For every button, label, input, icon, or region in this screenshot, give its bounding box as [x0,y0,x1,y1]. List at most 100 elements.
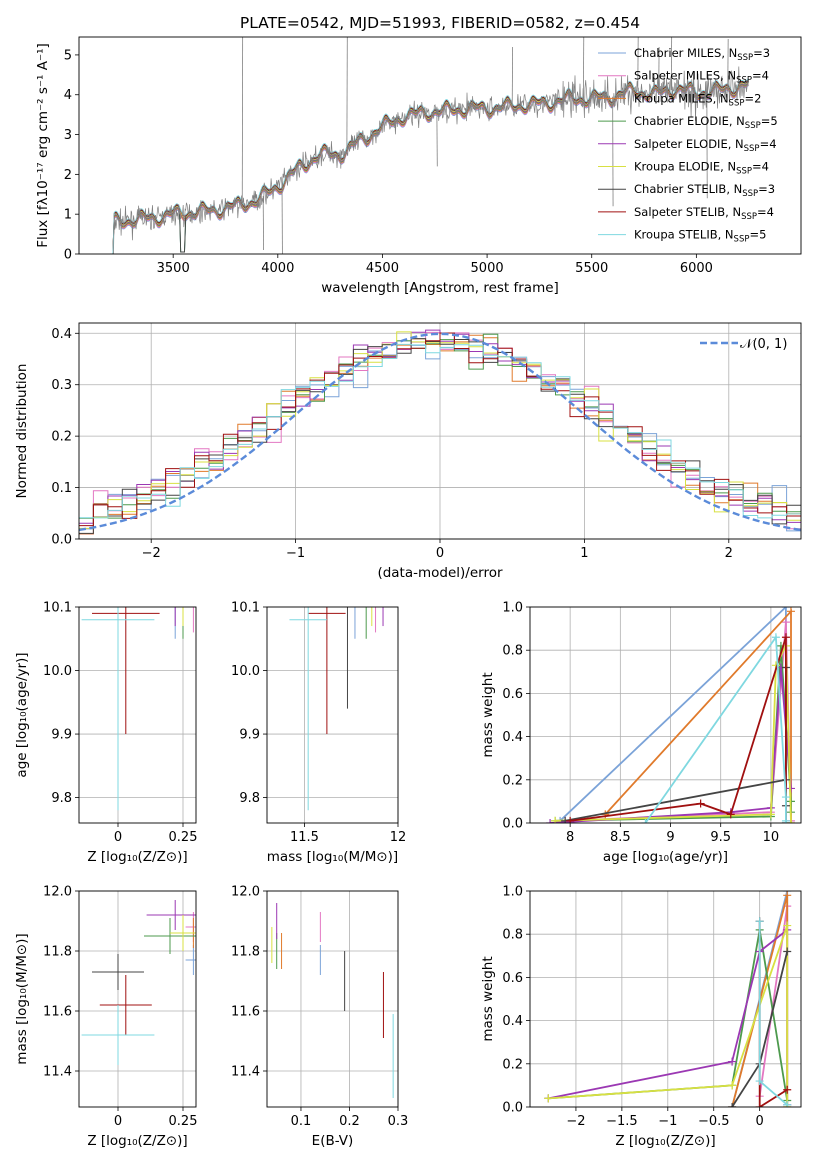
weight-series-marker [781,633,790,642]
x-tick-label: 12 [390,830,407,845]
y-axis-label: mass [log₁₀(M/M⊙)] [14,933,30,1064]
x-tick-label: 1 [580,546,588,561]
weight-series-marker [726,810,735,819]
plot-content [544,891,792,1107]
y-tick-label: 0.4 [51,327,72,342]
x-tick-label: 3500 [157,261,190,276]
errorbar-point [192,607,194,633]
x-tick-label: 11.5 [290,830,319,845]
y-tick-label: 9.9 [51,728,72,743]
panel-mass-vs-Z: 0 0.25 11.4 11.6 11.8 12.0 Z [log₁₀(Z/Z⊙)] mass… [14,885,198,1150]
y-tick-label: 10.0 [231,664,260,679]
weight-series-marker [786,819,795,823]
legend-label: Kroupa ELODIE, NSSP=4 [634,160,769,177]
errorbar-point [92,954,144,990]
legend-label-sub: SSP [742,189,758,199]
y-tick-label: 5 [64,48,72,63]
legend-label-tail: =4 [752,160,769,174]
y-tick-label: 11.8 [43,945,72,960]
legend-label-main: Salpeter MILES, N [634,69,736,83]
plot-area [530,607,801,823]
observed-spectrum-line [110,66,749,254]
plot-area [267,891,398,1107]
weight-series-marker [783,1100,792,1107]
x-axis-label: Z [log₁₀(Z/Z⊙)] [615,1133,715,1149]
y-tick-label: 11.6 [231,1005,260,1020]
normal-reference-curve [79,332,801,532]
y-tick-label: 9.9 [239,728,260,743]
legend-label-sub: SSP [736,76,752,86]
y-tick-label: 0.2 [51,430,72,445]
y-tick-label: 0.0 [502,817,523,832]
y-tick-label: 9.8 [239,791,260,806]
weight-series-marker [641,819,650,823]
errorbar-point [99,975,152,1035]
errorbar-point [289,607,327,811]
weight-series-marker [551,816,560,823]
legend-label-sub: SSP [741,212,757,222]
y-tick-label: 0.4 [502,1014,523,1029]
y-tick-label: 0.2 [502,1057,523,1072]
errorbar-point [375,607,377,633]
legend-label: Chabrier MILES, NSSP=3 [634,46,770,63]
y-tick-label: 11.8 [231,945,260,960]
weight-series-marker [696,799,705,808]
panel-residuals: −2 −1 0 1 2 0.0 0.1 0.2 0.3 0.4 (data-model)/error… [14,322,802,581]
errorbar-point [92,607,160,735]
y-axis-label: Flux [fλ10⁻¹⁷ erg cm⁻² s⁻¹ A⁻¹] [35,43,51,248]
weight-series-marker [781,607,790,611]
x-tick-label: 0.25 [169,1114,198,1129]
errorbar-point [346,607,348,709]
plot-content [546,607,795,823]
weight-series-marker [755,1103,764,1107]
x-tick-label: −1.5 [606,1114,638,1129]
weight-series-marker [783,1085,792,1094]
y-tick-label: 1 [64,208,72,223]
panel-age-vs-Z: 0 0.25 9.8 9.9 10.0 10.1 Z [log₁₀(Z/Z⊙)] age [l… [14,601,197,866]
x-tick-label: 0.2 [339,1114,360,1129]
axes-frame [529,890,802,1108]
residual-histogram [79,338,801,534]
weight-series-marker [544,1094,553,1103]
y-tick-label: 0.0 [502,1101,523,1116]
x-tick-label: −2 [142,546,161,561]
legend-label-tail: =4 [757,205,774,219]
x-axis-label: E(B-V) [312,1133,354,1149]
axes-frame [266,890,399,1108]
legend-label-main: Kroupa STELIB, N [634,228,734,242]
axes-frame [78,890,197,1108]
weight-series-marker [783,921,792,930]
x-tick-label: −1 [286,546,305,561]
legend-label-tail: =3 [758,182,775,196]
y-tick-label: 12.0 [43,885,72,900]
legend-label: Salpeter ELODIE, NSSP=4 [634,137,777,154]
axes-frame [78,36,802,255]
x-tick-label: 0 [756,1114,764,1129]
x-tick-label: 0 [114,830,122,845]
errorbar-point [354,607,356,639]
plot-area [79,607,196,823]
legend-label-sub: SSP [734,235,750,245]
legend-label-sub: SSP [729,98,745,108]
y-tick-label: 12.0 [231,885,260,900]
panel-age-vs-mass: 11.5 12 9.8 9.9 10.0 10.1 mass [log₁₀(M/M⊙)] [231,601,407,866]
legend-label-tail: =4 [752,69,769,83]
y-tick-label: 0.2 [502,773,523,788]
weight-series-marker [783,947,792,956]
weight-series-marker [786,607,795,616]
legend-label: Salpeter MILES, NSSP=4 [634,69,769,86]
y-tick-label: 10.1 [43,601,72,616]
weight-series-marker [728,1057,737,1066]
x-tick-label: 8.5 [610,830,631,845]
legend: 𝒩(0, 1) [700,337,787,352]
legend-label: Kroupa MILES, NSSP=2 [634,91,761,108]
legend-label: Chabrier ELODIE, NSSP=5 [634,114,778,131]
x-axis-label: wavelength [Angstrom, rest frame] [321,280,559,296]
legend-label-sub: SSP [737,53,753,63]
x-axis-label: (data-model)/error [377,565,503,581]
legend-label-tail: =4 [760,137,777,151]
y-tick-label: 11.4 [43,1065,72,1080]
axes-frame [266,606,399,824]
x-tick-label: 10 [763,830,780,845]
